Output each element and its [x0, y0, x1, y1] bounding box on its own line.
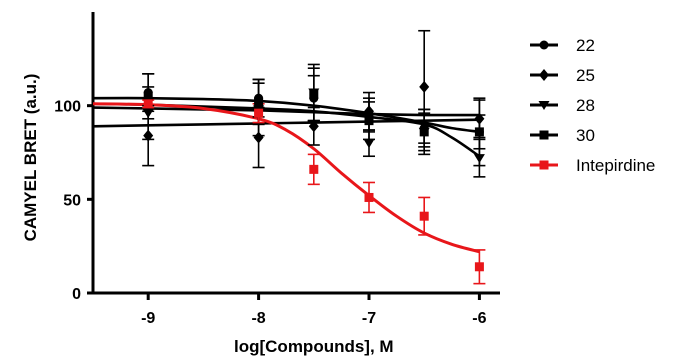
data-point-30 [309, 89, 319, 99]
y-tick-label: 50 [63, 192, 81, 209]
legend-marker [538, 101, 550, 110]
legend-marker [539, 160, 549, 170]
legend: 22 25 28 30 Intepirdine [530, 36, 655, 175]
data-point-28 [363, 139, 375, 149]
legend-label: 22 [576, 36, 595, 55]
data-point-intepirdine [143, 99, 153, 109]
data-point-28 [142, 109, 154, 119]
x-axis-ticks: -9 -8 -7 -6 [141, 293, 487, 327]
y-tick-label: 100 [54, 99, 81, 116]
y-axis-label: CAMYEL BRET (a.u.) [21, 74, 40, 242]
data-point-30 [254, 97, 264, 107]
y-axis-ticks: 0 50 100 [54, 99, 93, 303]
data-point-intepirdine [364, 192, 374, 202]
data-point-30 [474, 127, 484, 137]
legend-marker [539, 40, 549, 50]
legend-item-28: 28 [530, 96, 595, 115]
data-point-25 [419, 80, 430, 93]
legend-item-30: 30 [530, 126, 595, 145]
x-axis-label: log[Compounds], M [234, 337, 394, 356]
data-point-25 [474, 112, 485, 125]
x-tick-label: -6 [472, 310, 486, 327]
x-tick-label: -7 [362, 310, 376, 327]
legend-marker [539, 130, 549, 140]
plot-area: 0 50 100 -9 -8 -7 -6 [54, 12, 500, 327]
data-markers [142, 80, 485, 272]
y-tick-label: 0 [72, 286, 81, 303]
legend-item-25: 25 [530, 66, 595, 85]
data-point-intepirdine [419, 211, 429, 221]
x-tick-label: -9 [141, 310, 155, 327]
error-bars [142, 29, 486, 285]
data-point-25 [253, 131, 264, 144]
legend-label: 30 [576, 126, 595, 145]
legend-label: 28 [576, 96, 595, 115]
data-point-30 [143, 91, 153, 101]
data-point-25 [308, 120, 319, 133]
data-point-30 [364, 116, 374, 126]
data-point-30 [419, 127, 429, 137]
fit-curve-25 [92, 118, 480, 128]
data-point-25 [364, 105, 374, 118]
x-tick-label: -8 [251, 310, 265, 327]
legend-marker [539, 69, 549, 81]
legend-item-22: 22 [530, 36, 595, 55]
data-point-intepirdine [474, 262, 484, 272]
data-point-intepirdine [254, 108, 264, 118]
legend-label: 25 [576, 66, 595, 85]
data-point-28 [473, 154, 485, 164]
legend-label: Intepirdine [576, 156, 655, 175]
fit-curves [92, 96, 481, 254]
data-point-25 [143, 129, 154, 142]
legend-item-intepirdine: Intepirdine [530, 156, 655, 175]
data-point-intepirdine [309, 164, 319, 174]
fit-curve-30 [92, 106, 480, 117]
